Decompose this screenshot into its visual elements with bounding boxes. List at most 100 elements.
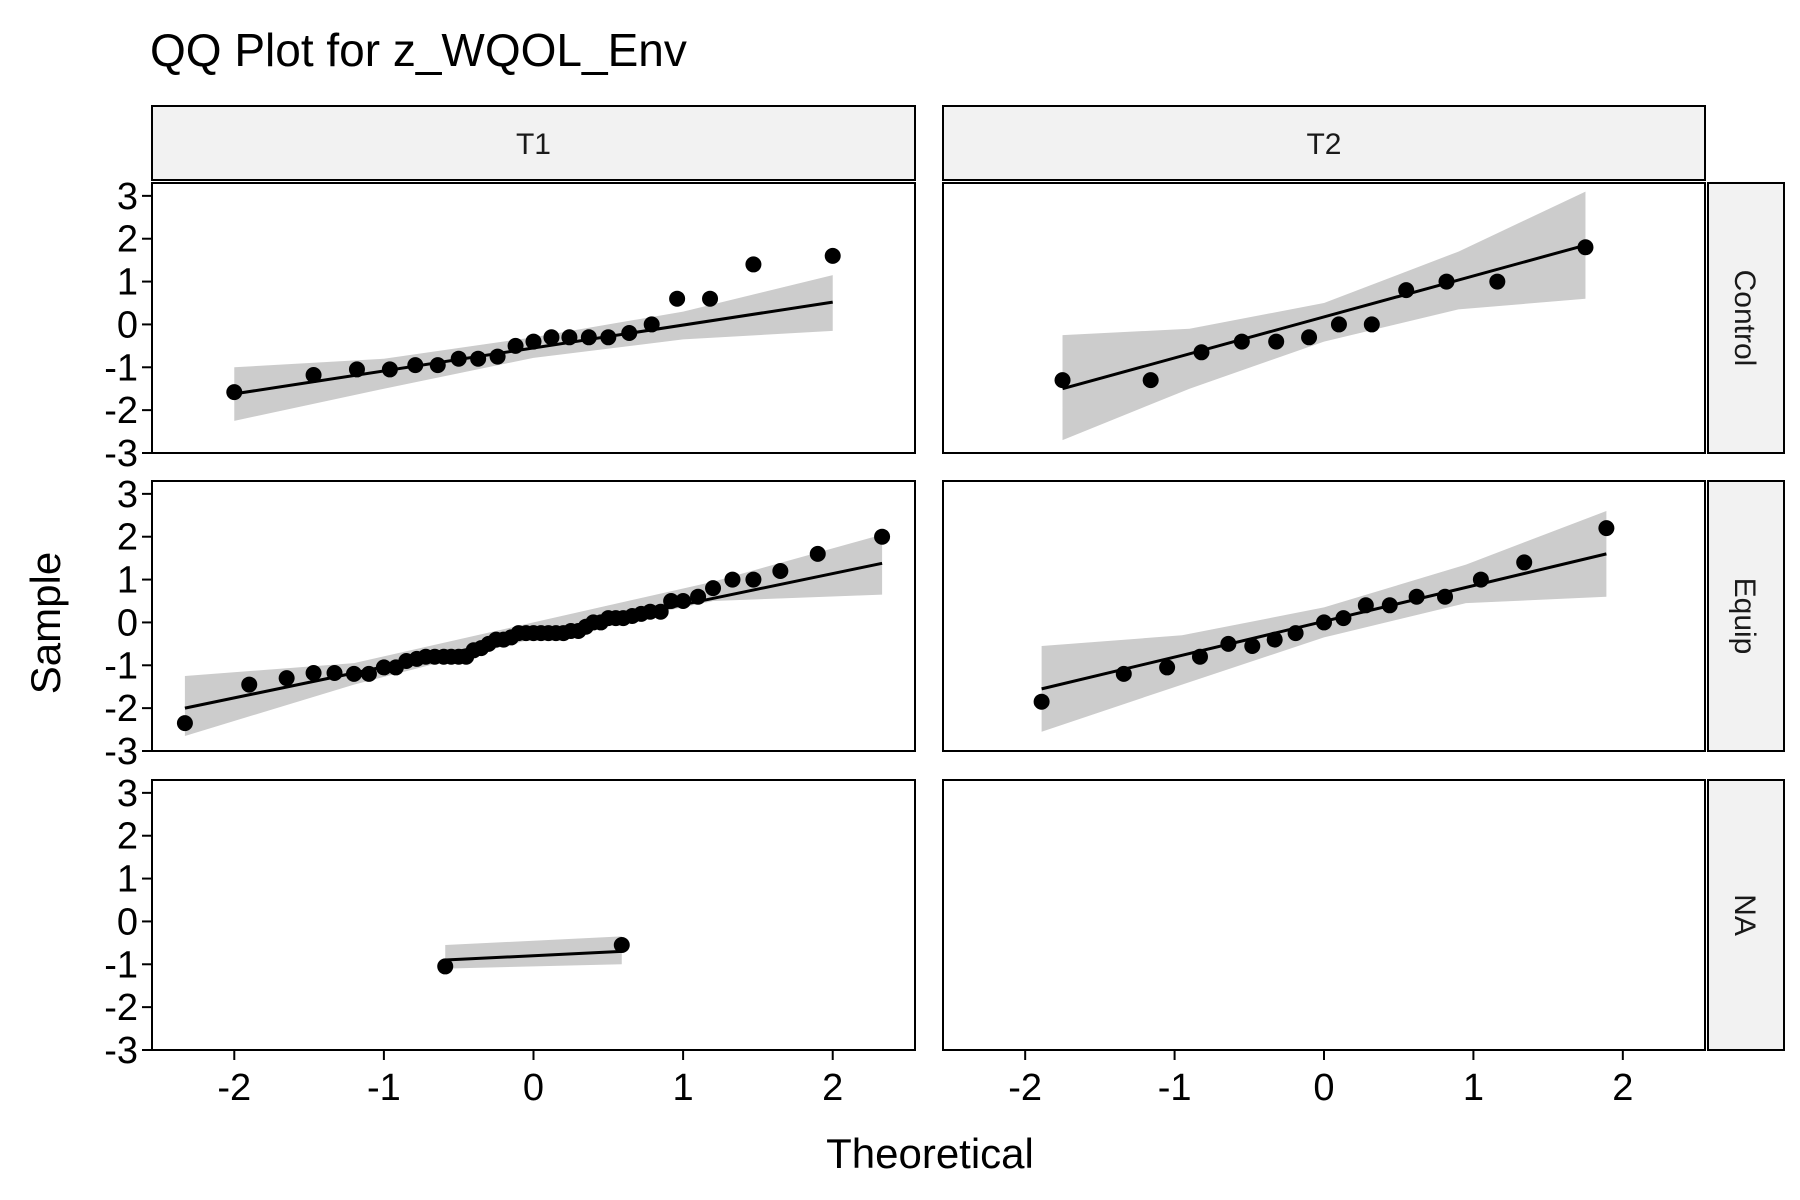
y-tick-label: 0 [117, 602, 138, 644]
data-point [1516, 554, 1533, 571]
data-point [1408, 588, 1425, 605]
data-point [305, 367, 322, 383]
x-axis-t1: -2 -1 0 1 2 [217, 1050, 843, 1109]
panel-t2-control [942, 182, 1706, 454]
data-point [489, 348, 506, 365]
y-tick-label: 2 [117, 219, 138, 261]
x-axis-t2: -2 -1 0 1 2 [1008, 1050, 1633, 1109]
column-strip-label: T2 [1306, 128, 1341, 161]
y-tick-label: 1 [117, 262, 138, 304]
data-point [824, 247, 841, 264]
chart-title: QQ Plot for z_WQOL_Env [150, 24, 687, 76]
data-point [1191, 648, 1208, 665]
x-axes: -2 -1 0 1 2 -2 -1 0 1 2 [217, 1050, 1633, 1109]
data-point [1287, 625, 1304, 642]
data-point [226, 384, 243, 401]
x-tick-label: 0 [1313, 1067, 1334, 1109]
panel-t2-equip [942, 480, 1706, 752]
reference-line [1062, 243, 1586, 391]
data-point [745, 571, 762, 588]
facet-panels [151, 182, 1706, 1051]
data-point [429, 357, 446, 374]
data-point [1193, 344, 1210, 361]
column-strip-bg [942, 105, 1706, 181]
row-strip-label: Control [1728, 270, 1761, 367]
data-point [809, 545, 826, 562]
data-point [621, 325, 638, 341]
data-point [437, 958, 454, 975]
data-point [345, 665, 362, 682]
data-point [613, 937, 630, 953]
x-tick-label: 2 [1612, 1067, 1633, 1109]
data-point [1054, 372, 1071, 389]
data-point [1244, 638, 1261, 654]
data-point [407, 357, 424, 374]
panel-border [151, 480, 916, 752]
data-point [705, 580, 722, 597]
panel-background [152, 780, 915, 1050]
data-point [1266, 631, 1283, 648]
panel-t2-na [942, 779, 1706, 1051]
y-tick-label: -2 [104, 390, 138, 432]
row-strips: Control Equip NA [1707, 182, 1785, 1051]
data-point [1398, 282, 1415, 299]
data-point [1142, 372, 1159, 389]
data-point [176, 715, 193, 732]
data-point [561, 329, 578, 346]
data-point [1381, 597, 1398, 614]
y-tick-label: 0 [117, 304, 138, 346]
row-strip-equip: Equip [1707, 480, 1785, 752]
data-point [507, 337, 524, 354]
y-tick-label: -1 [104, 944, 138, 986]
row-strip-control: Control [1707, 182, 1785, 454]
data-point [1437, 588, 1454, 605]
row-strip-bg [1707, 480, 1785, 752]
data-point [470, 350, 487, 367]
x-tick-label: -1 [1158, 1067, 1192, 1109]
data-point [1316, 614, 1332, 631]
y-tick-label: -1 [104, 347, 138, 389]
reference-line [445, 949, 622, 962]
data-point [1438, 273, 1455, 290]
data-point [643, 316, 660, 333]
data-point [663, 593, 680, 609]
y-tick-label: 1 [117, 560, 138, 602]
data-point [745, 256, 762, 273]
x-tick-label: -2 [1008, 1067, 1042, 1109]
x-tick-label: -1 [367, 1067, 401, 1109]
panel-border [942, 182, 1706, 454]
panel-background [943, 780, 1705, 1050]
y-axis-title: Sample [22, 552, 69, 694]
data-point [652, 603, 669, 620]
data-point [1220, 635, 1237, 652]
y-tick-label: 0 [117, 901, 138, 943]
x-tick-label: -2 [217, 1067, 251, 1109]
panel-border [942, 480, 1706, 752]
y-tick-label: 2 [117, 517, 138, 559]
y-tick-label: -3 [104, 1030, 138, 1072]
panel-t1-equip [151, 480, 916, 752]
confidence-band [445, 936, 622, 969]
y-tick-label: -2 [104, 987, 138, 1029]
data-point [305, 665, 322, 681]
data-point [1330, 316, 1347, 333]
y-tick-label: 1 [117, 859, 138, 901]
data-point [1233, 333, 1250, 350]
x-tick-label: 1 [673, 1067, 694, 1109]
data-point [772, 563, 789, 579]
x-tick-label: 2 [822, 1067, 843, 1109]
column-strip-t1: T1 [151, 105, 916, 181]
y-tick-label: -3 [104, 731, 138, 773]
y-tick-label: 3 [117, 773, 138, 815]
data-point [874, 528, 891, 545]
row-strip-label: NA [1728, 894, 1761, 936]
data-point [1598, 520, 1615, 537]
column-strip-label: T1 [516, 128, 551, 161]
data-point [1363, 316, 1380, 333]
data-point [724, 571, 741, 588]
data-point [580, 329, 597, 346]
